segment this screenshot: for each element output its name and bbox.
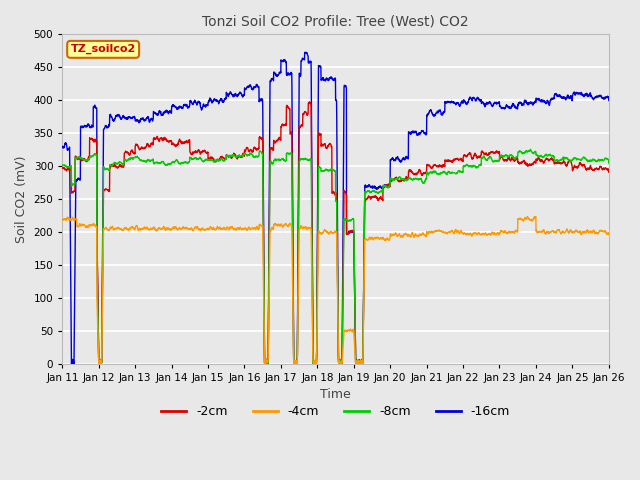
X-axis label: Time: Time bbox=[320, 388, 351, 401]
Text: TZ_soilco2: TZ_soilco2 bbox=[70, 44, 136, 55]
Legend: -2cm, -4cm, -8cm, -16cm: -2cm, -4cm, -8cm, -16cm bbox=[156, 400, 515, 423]
Title: Tonzi Soil CO2 Profile: Tree (West) CO2: Tonzi Soil CO2 Profile: Tree (West) CO2 bbox=[202, 15, 469, 29]
Y-axis label: Soil CO2 (mV): Soil CO2 (mV) bbox=[15, 156, 28, 243]
